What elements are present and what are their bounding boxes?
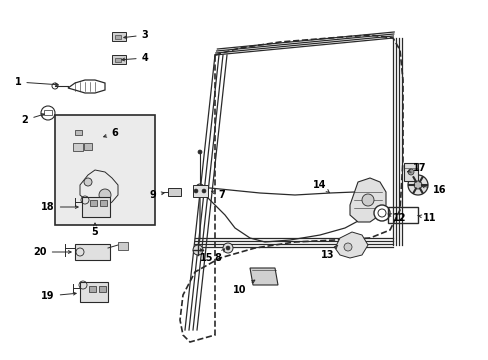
Text: 6: 6: [103, 128, 118, 138]
Text: 20: 20: [33, 247, 71, 257]
Text: 1: 1: [15, 77, 58, 87]
Bar: [118, 242, 128, 250]
Bar: [84, 143, 92, 150]
Text: 19: 19: [41, 291, 76, 301]
Bar: [44, 110, 52, 115]
Bar: [403, 163, 417, 181]
Bar: [112, 32, 126, 41]
Bar: [73, 143, 83, 151]
Text: 17: 17: [407, 163, 426, 173]
Text: 5: 5: [91, 223, 98, 237]
Circle shape: [413, 181, 421, 189]
Text: 7: 7: [211, 190, 225, 200]
Bar: [75, 130, 82, 135]
Circle shape: [99, 189, 111, 201]
Text: 9: 9: [149, 190, 164, 200]
Circle shape: [194, 189, 198, 193]
Bar: [193, 185, 207, 197]
Text: 15: 15: [200, 249, 213, 263]
Bar: [168, 188, 181, 196]
Bar: [387, 207, 417, 223]
Text: 18: 18: [41, 202, 78, 212]
Circle shape: [223, 243, 232, 253]
Bar: [90, 200, 97, 206]
Circle shape: [198, 150, 202, 154]
Text: 2: 2: [21, 114, 44, 125]
Text: 3: 3: [123, 30, 148, 40]
Polygon shape: [349, 178, 385, 222]
Bar: [55, 115, 155, 225]
Bar: [112, 55, 126, 64]
Bar: [82, 197, 110, 217]
Text: 16: 16: [421, 185, 446, 195]
Circle shape: [202, 189, 205, 193]
Text: 14: 14: [313, 180, 329, 193]
Text: 13: 13: [321, 245, 337, 260]
Bar: [80, 282, 108, 302]
Circle shape: [361, 194, 373, 206]
Text: 11: 11: [417, 213, 436, 223]
Circle shape: [193, 245, 203, 255]
Text: 4: 4: [122, 53, 148, 63]
Bar: [99, 286, 106, 292]
Circle shape: [343, 243, 351, 251]
Circle shape: [225, 246, 229, 250]
Text: 8: 8: [214, 249, 224, 263]
Bar: [89, 286, 96, 292]
Circle shape: [407, 169, 413, 175]
Polygon shape: [249, 268, 278, 285]
Polygon shape: [334, 232, 367, 258]
Circle shape: [84, 178, 92, 186]
Text: 10: 10: [233, 280, 254, 295]
Bar: [115, 58, 121, 62]
Circle shape: [373, 205, 389, 221]
Bar: [100, 200, 107, 206]
Bar: [115, 35, 121, 39]
Bar: [75, 244, 110, 260]
Text: 12: 12: [387, 213, 406, 223]
Circle shape: [407, 175, 427, 195]
